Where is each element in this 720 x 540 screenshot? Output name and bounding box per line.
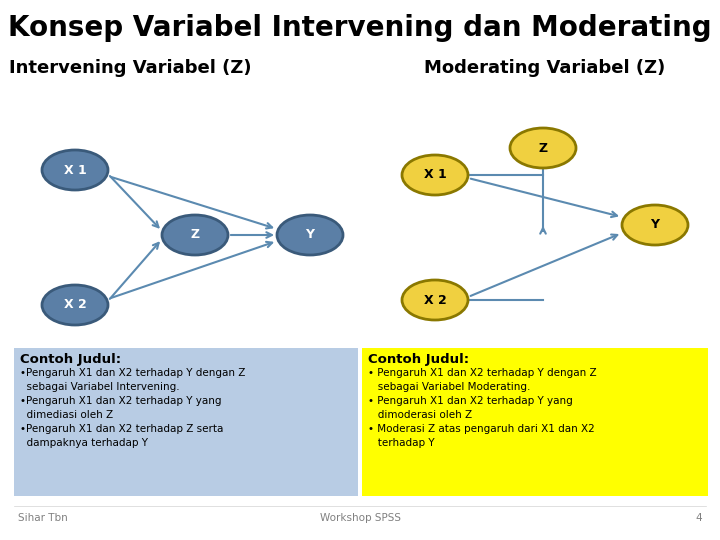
Text: Y: Y (650, 219, 660, 232)
Text: Moderating Variabel (Z): Moderating Variabel (Z) (424, 59, 665, 77)
Text: X 1: X 1 (423, 168, 446, 181)
Text: X 2: X 2 (423, 294, 446, 307)
Text: Z: Z (190, 228, 199, 241)
Text: •Pengaruh X1 dan X2 terhadap Z serta: •Pengaruh X1 dan X2 terhadap Z serta (20, 424, 223, 434)
Text: • Pengaruh X1 dan X2 terhadap Y yang: • Pengaruh X1 dan X2 terhadap Y yang (368, 396, 572, 406)
Text: •Pengaruh X1 dan X2 terhadap Y dengan Z: •Pengaruh X1 dan X2 terhadap Y dengan Z (20, 368, 246, 378)
Text: dimediasi oleh Z: dimediasi oleh Z (20, 410, 113, 420)
Text: X 1: X 1 (63, 164, 86, 177)
Text: Sihar Tbn: Sihar Tbn (18, 513, 68, 523)
Text: sebagai Variabel Intervening.: sebagai Variabel Intervening. (20, 382, 179, 392)
Text: Workshop SPSS: Workshop SPSS (320, 513, 400, 523)
Text: • Moderasi Z atas pengaruh dari X1 dan X2: • Moderasi Z atas pengaruh dari X1 dan X… (368, 424, 595, 434)
Text: Contoh Judul:: Contoh Judul: (20, 353, 121, 366)
Ellipse shape (42, 285, 108, 325)
Text: Z: Z (539, 141, 548, 154)
Text: Contoh Judul:: Contoh Judul: (368, 353, 469, 366)
Ellipse shape (277, 215, 343, 255)
Ellipse shape (510, 128, 576, 168)
Ellipse shape (622, 205, 688, 245)
Text: Intervening Variabel (Z): Intervening Variabel (Z) (9, 59, 251, 77)
Text: Y: Y (305, 228, 315, 241)
Text: sebagai Variabel Moderating.: sebagai Variabel Moderating. (368, 382, 531, 392)
Ellipse shape (162, 215, 228, 255)
Text: Konsep Variabel Intervening dan Moderating: Konsep Variabel Intervening dan Moderati… (8, 14, 712, 42)
Text: 4: 4 (696, 513, 702, 523)
Text: terhadap Y: terhadap Y (368, 438, 435, 448)
Ellipse shape (402, 155, 468, 195)
FancyBboxPatch shape (362, 348, 708, 496)
FancyBboxPatch shape (14, 348, 358, 496)
Ellipse shape (42, 150, 108, 190)
Text: dampaknya terhadap Y: dampaknya terhadap Y (20, 438, 148, 448)
Ellipse shape (402, 280, 468, 320)
Text: X 2: X 2 (63, 299, 86, 312)
Text: •Pengaruh X1 dan X2 terhadap Y yang: •Pengaruh X1 dan X2 terhadap Y yang (20, 396, 222, 406)
Text: • Pengaruh X1 dan X2 terhadap Y dengan Z: • Pengaruh X1 dan X2 terhadap Y dengan Z (368, 368, 597, 378)
Text: dimoderasi oleh Z: dimoderasi oleh Z (368, 410, 472, 420)
